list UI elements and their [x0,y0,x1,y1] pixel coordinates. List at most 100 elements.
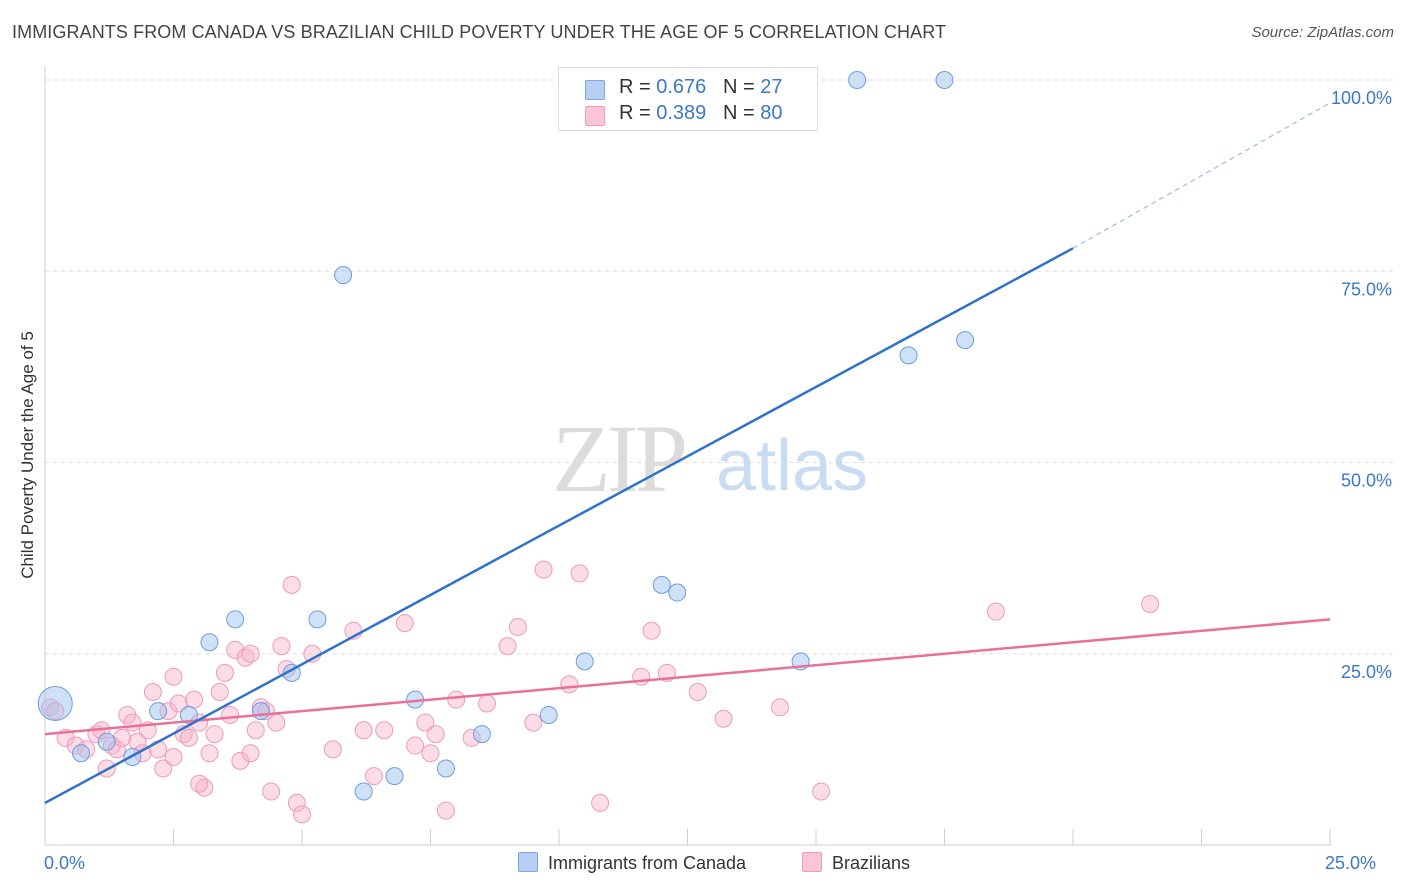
watermark: ZIP atlas [552,405,868,512]
canada-point [436,759,455,778]
n-label: N = [722,102,755,124]
brazil-legend-swatch [802,852,822,872]
canada-point [575,652,594,671]
brazil-point [524,713,543,732]
canada-point [37,685,73,721]
brazil-trend-line [44,618,1331,736]
brazil-point [642,621,661,640]
brazil-point [714,709,733,728]
brazil-point [179,728,198,747]
brazil-point [143,683,162,701]
r-label: R = [619,102,651,124]
canada-point [935,71,954,89]
brazil-point [185,690,204,709]
canada-point [472,725,491,744]
brazil-point [282,575,301,594]
brazil-point [508,617,527,636]
brazil-point [164,748,183,767]
brazil-point [771,698,790,717]
n-label: N = [722,76,755,98]
brazil-point [231,751,250,770]
brazil-point [323,740,342,759]
brazil-point [272,637,291,656]
brazil-point [591,793,610,812]
brazil-point [632,667,651,686]
brazil-point [241,644,260,663]
brazil-point [226,640,245,659]
brazil-point [436,801,455,820]
source-label: Source: ZipAtlas.com [1251,24,1394,41]
chart-title: IMMIGRANTS FROM CANADA VS BRAZILIAN CHIL… [12,22,947,42]
brazil-r-value: 0.389 [656,102,707,124]
brazil-point [293,805,311,824]
brazil-point [447,690,466,709]
canada-point [149,702,168,721]
y-axis-label: Child Poverty Under the Age of 5 [18,331,37,579]
canada-n-value: 27 [760,76,783,98]
canada-point [97,732,116,751]
brazil-point [123,713,142,732]
brazil-point [560,675,579,694]
brazil-point [534,560,553,579]
brazil-point [478,694,497,713]
brazil-point [190,774,209,793]
brazil-point [570,564,589,583]
canada-trend-line [44,247,1074,805]
brazil-legend-label: Brazilians [832,853,911,873]
canada-point [334,266,353,285]
canada-point [308,610,327,629]
brazil-swatch [585,106,605,126]
brazil-point [205,725,224,744]
y-tick-label: 50.0% [1341,471,1392,491]
x-tick-label-max: 25.0% [1325,853,1377,873]
brazil-point [421,744,440,763]
brazil-point [149,740,168,759]
canada-point [956,331,975,350]
brazil-point [812,782,831,801]
brazil-point [221,705,240,724]
brazil-point [267,713,286,732]
brazil-n-value: 80 [760,102,783,124]
canada-point [899,346,918,365]
brazil-point [154,759,173,778]
brazil-point [395,614,414,633]
canada-point [668,583,687,602]
brazil-point [287,793,306,812]
canada-legend-swatch [518,852,538,872]
brazil-point [354,721,373,740]
x-tick-label-min: 0.0% [44,853,86,873]
watermark-atlas: atlas [716,426,868,506]
y-tick-label: 75.0% [1341,279,1392,299]
canada-point [539,705,558,724]
brazil-point [986,602,1005,621]
canada-point [652,575,671,594]
canada-point [179,705,198,724]
brazil-point [262,782,281,801]
brazil-point [426,725,445,744]
canada-point [71,744,90,763]
canada-point [200,633,219,652]
canada-r-value: 0.676 [656,76,707,98]
legend-item-canada: Immigrants from Canada [518,852,746,876]
canada-trend-extension [1072,102,1331,249]
brazil-point [210,683,229,701]
brazil-point [375,721,394,740]
brazil-point [113,728,132,747]
y-tick-label: 100.0% [1331,88,1392,108]
watermark-zip: ZIP [552,405,685,512]
brazil-point [416,713,435,732]
brazil-point [215,663,234,682]
brazil-point [406,736,425,755]
canada-legend-label: Immigrants from Canada [548,853,747,873]
brazil-point [169,694,188,713]
brazil-point [364,767,383,786]
correlation-legend: R = 0.676 N = 27 R = 0.389 N = 80 [558,67,818,131]
legend-item-brazil: Brazilians [802,852,910,876]
brazil-point [498,637,517,656]
brazil-point [1141,595,1160,614]
brazil-point [200,744,219,763]
canada-point [385,767,404,786]
canada-point [848,71,867,89]
brazil-point [246,721,265,740]
